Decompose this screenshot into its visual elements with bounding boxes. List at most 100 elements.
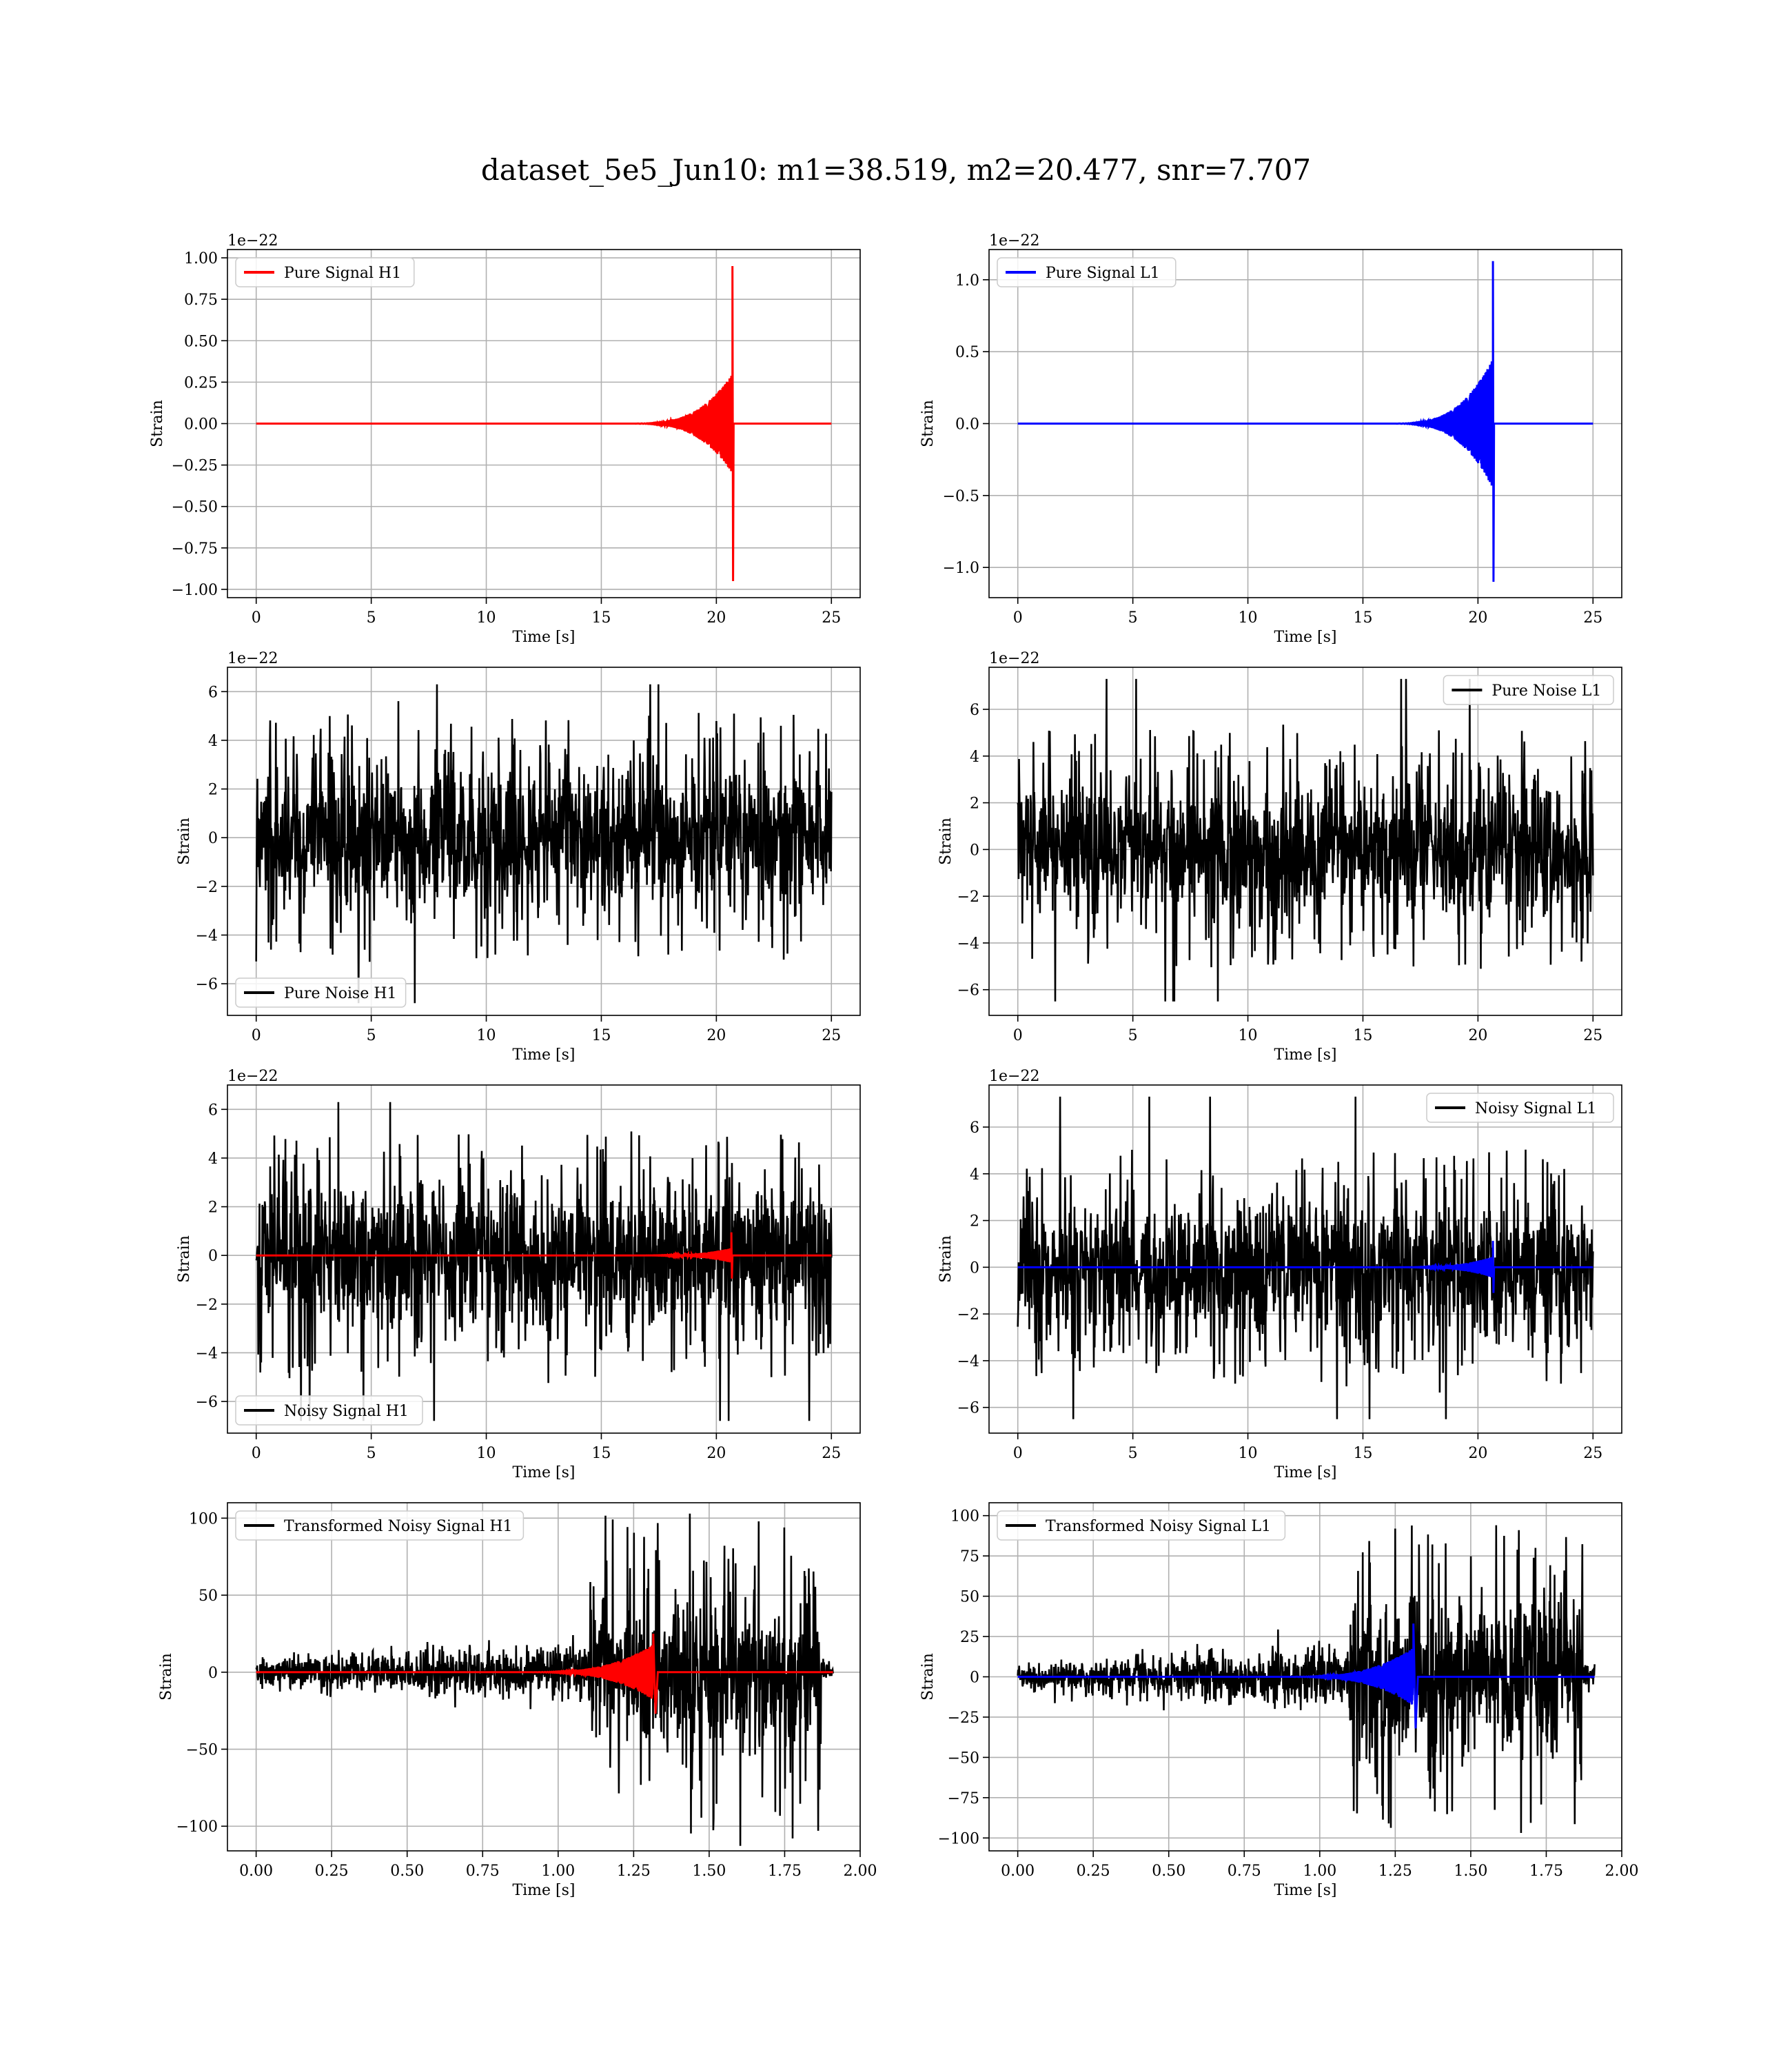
y-axis-label: Strain bbox=[158, 1653, 175, 1701]
y-tick-label: 4 bbox=[970, 1166, 979, 1184]
y-tick-label: −0.50 bbox=[172, 499, 218, 516]
y-tick-label: −4 bbox=[957, 1353, 979, 1370]
y-tick-label: −75 bbox=[948, 1790, 979, 1807]
panel-pure-signal-h1: 0 5 10 15 20 25 −1.00 −0.75 −0.50 −0.25 0.00 0.25 0.… bbox=[149, 232, 861, 646]
offset-text: 1e−22 bbox=[227, 650, 278, 667]
legend-box bbox=[235, 1510, 525, 1541]
y-tick-label: −6 bbox=[957, 1400, 979, 1417]
series-line bbox=[255, 1102, 833, 1421]
y-tick-label: 0.50 bbox=[184, 333, 218, 350]
y-tick-label: 0.75 bbox=[184, 292, 218, 309]
x-tick-label: 0.50 bbox=[390, 1863, 424, 1880]
x-tick-label: 10 bbox=[477, 1027, 496, 1044]
y-axis-label: Strain bbox=[149, 400, 166, 447]
legend: Transformed Noisy Signal H1 bbox=[235, 1510, 525, 1541]
legend: Transformed Noisy Signal L1 bbox=[997, 1510, 1286, 1541]
y-tick-label: −4 bbox=[196, 1345, 218, 1362]
y-tick-label: −1.0 bbox=[943, 560, 979, 577]
x-tick-label: 0.00 bbox=[1001, 1863, 1035, 1880]
x-tick-label: 0.00 bbox=[239, 1863, 273, 1880]
y-tick-label: −25 bbox=[948, 1710, 979, 1727]
x-tick-label: 0.75 bbox=[466, 1863, 500, 1880]
series-line bbox=[255, 1513, 834, 1846]
x-tick-label: 10 bbox=[477, 1445, 496, 1462]
x-tick-label: 5 bbox=[367, 1027, 376, 1044]
y-tick-label: 2 bbox=[208, 782, 218, 799]
legend-box bbox=[1443, 675, 1614, 705]
plot-area bbox=[255, 684, 833, 1004]
y-axis-label: Strain bbox=[937, 818, 955, 865]
y-axis-label: Strain bbox=[176, 818, 193, 865]
legend: Pure Noise H1 bbox=[235, 977, 407, 1008]
x-tick-label: 0 bbox=[252, 1445, 261, 1462]
y-tick-label: 6 bbox=[208, 1102, 218, 1119]
legend-label: Pure Noise H1 bbox=[284, 985, 397, 1002]
y-tick-label: 0 bbox=[970, 1670, 979, 1687]
y-tick-label: −2 bbox=[196, 1297, 218, 1314]
x-tick-label: 20 bbox=[1468, 1445, 1487, 1462]
panel-noisy-signal-h1: 0 5 10 15 20 25 −6 −4 −2 0 2 4 6 Time [s] Strain 1e−22 N… bbox=[176, 1068, 861, 1481]
series-line bbox=[256, 1232, 832, 1279]
x-tick-label: 10 bbox=[1239, 1445, 1258, 1462]
legend: Noisy Signal H1 bbox=[235, 1395, 423, 1426]
x-tick-label: 0 bbox=[1013, 1027, 1023, 1044]
legend: Noisy Signal L1 bbox=[1426, 1093, 1614, 1123]
y-axis-label: Strain bbox=[176, 1235, 193, 1283]
x-axis-label: Time [s] bbox=[512, 1046, 575, 1064]
y-tick-label: −0.75 bbox=[172, 540, 218, 558]
y-tick-label: 100 bbox=[189, 1510, 218, 1528]
x-tick-label: 1.50 bbox=[1454, 1863, 1487, 1880]
x-axis-label: Time [s] bbox=[1274, 629, 1336, 646]
x-tick-label: 5 bbox=[367, 609, 376, 627]
x-tick-label: 20 bbox=[706, 609, 726, 627]
x-tick-label: 20 bbox=[1468, 1027, 1487, 1044]
x-tick-label: 5 bbox=[1128, 1445, 1138, 1462]
y-tick-label: −50 bbox=[948, 1750, 979, 1767]
y-tick-label: 0.00 bbox=[184, 416, 218, 434]
x-tick-label: 0.25 bbox=[315, 1863, 349, 1880]
panel-transformed-noisy-signal-l1: 0.00 0.25 0.50 0.75 1.00 1.25 1.50 1.75 2.00 −100… bbox=[919, 1502, 1639, 1899]
y-tick-label: −2 bbox=[957, 889, 979, 906]
x-tick-label: 20 bbox=[1468, 609, 1487, 627]
y-tick-label: −50 bbox=[186, 1742, 218, 1759]
y-tick-label: −2 bbox=[957, 1306, 979, 1324]
x-tick-label: 15 bbox=[591, 609, 611, 627]
offset-text: 1e−22 bbox=[989, 1068, 1039, 1085]
y-tick-label: −4 bbox=[196, 927, 218, 944]
legend-box bbox=[1426, 1093, 1614, 1123]
legend-label: Transformed Noisy Signal L1 bbox=[1046, 1518, 1271, 1535]
series-line bbox=[256, 1633, 833, 1714]
offset-text: 1e−22 bbox=[227, 232, 278, 250]
series-line bbox=[1017, 678, 1594, 1002]
x-axis-label: Time [s] bbox=[1274, 1046, 1336, 1064]
y-tick-label: 25 bbox=[960, 1629, 979, 1646]
y-tick-label: −2 bbox=[196, 879, 218, 896]
offset-text: 1e−22 bbox=[989, 650, 1039, 667]
y-axis-label: Strain bbox=[919, 400, 937, 447]
y-tick-label: 6 bbox=[970, 1119, 979, 1137]
y-tick-label: 6 bbox=[208, 684, 218, 701]
x-tick-label: 2.00 bbox=[1605, 1863, 1639, 1880]
offset-text: 1e−22 bbox=[227, 1068, 278, 1085]
x-axis-label: Time [s] bbox=[512, 629, 575, 646]
legend-box bbox=[235, 977, 407, 1008]
plot-area bbox=[1017, 1525, 1596, 1834]
y-tick-label: 4 bbox=[970, 749, 979, 766]
x-tick-label: 1.50 bbox=[692, 1863, 726, 1880]
x-tick-label: 25 bbox=[822, 609, 841, 627]
series-line bbox=[1017, 261, 1594, 582]
series-line bbox=[1017, 1623, 1595, 1729]
x-tick-label: 2.00 bbox=[844, 1863, 877, 1880]
x-tick-label: 1.75 bbox=[1529, 1863, 1563, 1880]
axes-frame bbox=[227, 1084, 861, 1434]
y-tick-label: −6 bbox=[196, 1394, 218, 1411]
y-tick-label: −100 bbox=[938, 1830, 979, 1847]
x-tick-label: 1.75 bbox=[768, 1863, 802, 1880]
y-tick-label: 0.25 bbox=[184, 374, 218, 392]
x-tick-label: 0 bbox=[1013, 1445, 1023, 1462]
x-tick-label: 20 bbox=[706, 1445, 726, 1462]
y-axis-label: Strain bbox=[937, 1235, 955, 1283]
y-tick-label: 0 bbox=[208, 1248, 218, 1265]
x-axis-label: Time [s] bbox=[512, 1882, 575, 1899]
